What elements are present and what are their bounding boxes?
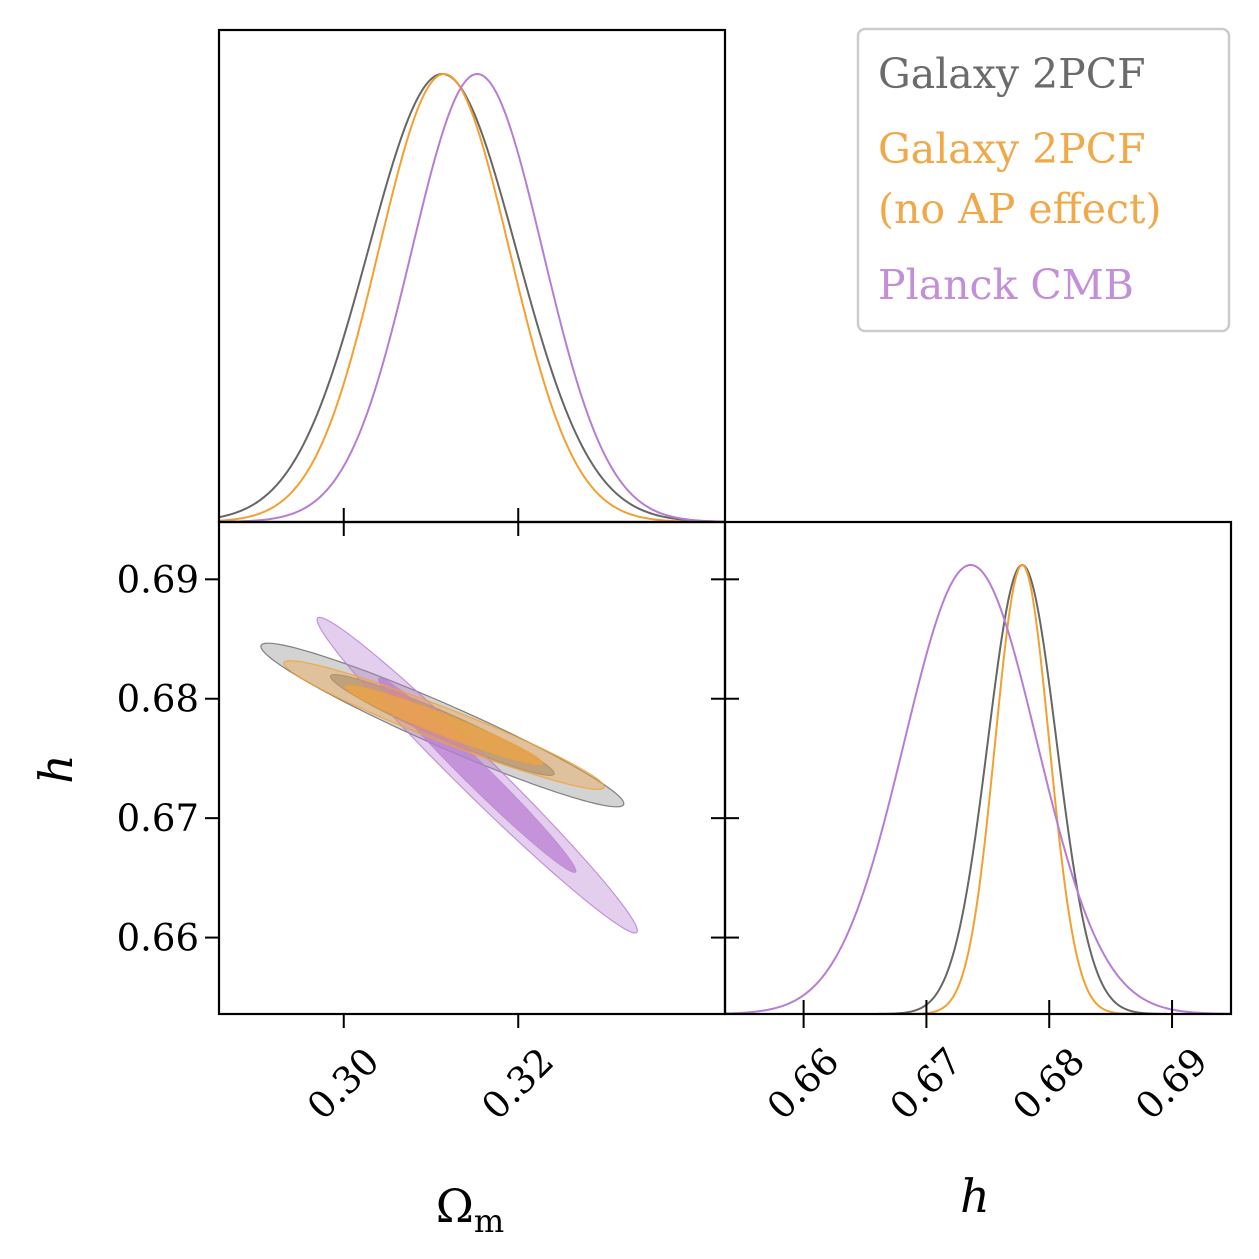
legend-entry-galaxy-2pcf-no-ap-line2: (no AP effect)	[878, 185, 1161, 233]
x-axis-title-omega-subscript: m	[474, 1202, 504, 1240]
y-axis-title-h: h	[29, 754, 83, 784]
marginal-h-frame	[723, 520, 1233, 1016]
marginal-omega-m-curve-galaxy-2pcf-no-ap-effect	[219, 73, 725, 522]
contour-68-galaxy-2pcf-no-ap-effect	[344, 684, 544, 766]
marginal-h-curve-galaxy-2pcf	[725, 563, 1231, 1014]
legend-entry-galaxy-2pcf: Galaxy 2PCF	[878, 50, 1146, 98]
x-axis-title-omega-m: Ωm	[436, 1179, 504, 1240]
y-tick-label-h: 0.68	[117, 678, 199, 721]
marginal-h-panel	[725, 563, 1231, 1014]
joint-omega-m-h-panel	[260, 616, 638, 934]
x-tick-label-omega-m: 0.30	[299, 1040, 388, 1129]
marginal-omega-m-frame	[217, 28, 727, 524]
marginal-omega-m-curve-galaxy-2pcf	[219, 73, 725, 522]
marginal-omega-m-curve-planck-cmb	[219, 72, 725, 522]
marginal-h-curve-planck-cmb	[725, 564, 1231, 1014]
marginal-h-curve-galaxy-2pcf-no-ap-effect	[725, 563, 1231, 1014]
y-tick-label-h: 0.67	[117, 797, 199, 840]
axis-ticks: 0.30 0.32 0.66 0.66 0.67 0.67 0.68 0.68 0.69 0.69	[117, 508, 1216, 1128]
legend-box	[856, 27, 1231, 333]
x-tick-label-h: 0.68	[1004, 1040, 1093, 1129]
y-tick-label-h: 0.66	[117, 917, 199, 960]
y-tick-label-h: 0.69	[117, 558, 199, 601]
marginal-omega-m-panel	[219, 72, 725, 522]
x-tick-label-h: 0.66	[759, 1040, 848, 1129]
x-tick-label-omega-m: 0.32	[473, 1040, 562, 1129]
x-axis-title-h: h	[960, 1169, 990, 1223]
x-tick-label-h: 0.67	[882, 1040, 971, 1129]
legend: Galaxy 2PCF Galaxy 2PCF (no AP effect) P…	[856, 27, 1231, 333]
x-axis-title-omega-symbol: Ω	[436, 1179, 474, 1233]
x-tick-label-h: 0.69	[1127, 1040, 1216, 1129]
legend-entry-galaxy-2pcf-no-ap: Galaxy 2PCF	[878, 125, 1146, 173]
legend-entry-planck-cmb: Planck CMB	[878, 261, 1134, 309]
